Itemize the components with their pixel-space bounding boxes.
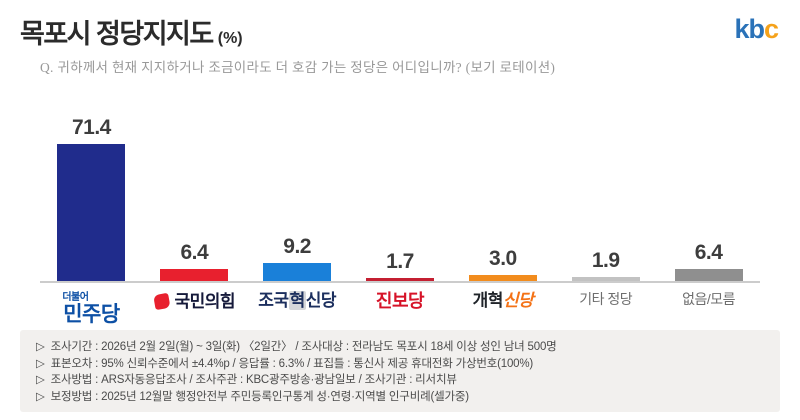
category-label-cell: 개혁신당 xyxy=(451,291,554,326)
chart-plot-area: 71.4 6.4 9.2 1.7 3.0 1.9 6.4 xyxy=(40,100,760,283)
category-label-cell: 진보당 xyxy=(349,291,452,326)
party-label: 진보당 xyxy=(375,291,425,312)
methodology-text: 조사기간 : 2026년 2월 2일(월) ~ 3일(화) 〈2일간〉 / 조사… xyxy=(50,341,557,353)
party-label-text: 민주당 xyxy=(63,303,120,326)
kbc-logo: kbc xyxy=(734,12,779,44)
title-unit: (%) xyxy=(217,30,243,47)
title-text: 목포시 정당지지도 xyxy=(20,19,214,49)
party-label: 조국혁신당 xyxy=(258,291,337,311)
triangle-bullet-icon: ▷ xyxy=(36,341,45,353)
bar-value-label: 71.4 xyxy=(71,116,111,139)
bar-column: 9.2 xyxy=(246,235,349,281)
bar-column: 6.4 xyxy=(143,241,246,281)
bar-column: 1.7 xyxy=(349,250,452,281)
bar xyxy=(366,278,434,281)
party-label-text: 신당 xyxy=(305,291,337,310)
logo-letter: b xyxy=(748,14,764,44)
triangle-bullet-icon: ▷ xyxy=(36,374,45,386)
methodology-line: ▷ 조사기간 : 2026년 2월 2일(월) ~ 3일(화) 〈2일간〉 / 조… xyxy=(36,339,764,356)
party-label: 기타 정당 xyxy=(579,291,633,307)
triangle-bullet-icon: ▷ xyxy=(36,357,45,370)
party-label: 더불어 민주당 xyxy=(62,292,120,326)
party-label-text: 진보당 xyxy=(375,291,425,311)
party-label-text: 개혁 xyxy=(472,291,504,310)
party-pre-label: 더불어 xyxy=(62,292,89,303)
bar xyxy=(468,275,537,281)
category-labels-row: 더불어 민주당 국민의힘 조국혁신당 진보당 개혁신당 기타 정당 없음/모름 xyxy=(40,291,760,326)
bar xyxy=(263,263,332,281)
bar-value-label: 6.4 xyxy=(180,241,209,264)
bar xyxy=(571,277,640,281)
bar xyxy=(160,269,229,281)
party-label-text: 조국 xyxy=(258,291,289,310)
bar-column: 3.0 xyxy=(451,247,554,281)
methodology-text: 보정방법 : 2025년 12월말 행정안전부 주민등록인구통계 성·연령·지역… xyxy=(50,390,469,403)
bar-value-label: 9.2 xyxy=(283,235,311,258)
methodology-text: 조사방법 : ARS자동응답조사 / 조사주관 : KBC광주방송·광남일보 /… xyxy=(50,374,457,386)
bar-chart: 71.4 6.4 9.2 1.7 3.0 1.9 6.4 더불어 민주당 국민의힘 조국혁신당 진보… xyxy=(40,100,760,326)
party-label-text: 신당 xyxy=(502,291,534,310)
category-label-cell: 더불어 민주당 xyxy=(40,292,143,326)
page-title: 목포시 정당지지도 (%) xyxy=(20,12,243,51)
bar-column: 71.4 xyxy=(40,116,143,281)
header: 목포시 정당지지도 (%) kbc xyxy=(20,12,779,51)
ppp-logo-icon xyxy=(152,292,171,311)
bar xyxy=(57,144,126,281)
category-label-cell: 국민의힘 xyxy=(143,292,246,326)
bar-value-label: 1.9 xyxy=(591,249,620,272)
party-label-text: 없음/모름 xyxy=(682,291,736,307)
logo-letter: c xyxy=(763,14,779,44)
party-label: 없음/모름 xyxy=(682,291,736,307)
bar-column: 6.4 xyxy=(657,241,760,281)
category-label-cell: 조국혁신당 xyxy=(246,291,349,326)
triangle-bullet-icon: ▷ xyxy=(36,390,45,403)
logo-letter: k xyxy=(734,14,749,44)
party-label: 개혁신당 xyxy=(472,291,534,311)
methodology-text: 표본오차 : 95% 신뢰수준에서 ±4.4%p / 응답률 : 6.3% / … xyxy=(50,357,534,370)
party-label: 국민의힘 xyxy=(152,292,236,312)
bar-value-label: 6.4 xyxy=(694,241,723,264)
bar-value-label: 3.0 xyxy=(489,247,517,270)
category-label-cell: 기타 정당 xyxy=(554,291,657,326)
bar-value-label: 1.7 xyxy=(386,250,414,273)
survey-question: Q. 귀하께서 현재 지지하거나 조금이라도 더 호감 가는 정당은 어디입니까… xyxy=(40,60,556,75)
methodology-line: ▷ 조사방법 : ARS자동응답조사 / 조사주관 : KBC광주방송·광남일보 … xyxy=(36,372,764,389)
party-label-text: 혁 xyxy=(288,291,306,310)
party-label-text: 국민의힘 xyxy=(174,292,236,311)
bar-column: 1.9 xyxy=(554,249,657,281)
methodology-note: ▷ 조사기간 : 2026년 2월 2일(월) ~ 3일(화) 〈2일간〉 / 조… xyxy=(20,330,780,412)
methodology-line: ▷ 표본오차 : 95% 신뢰수준에서 ±4.4%p / 응답률 : 6.3% /… xyxy=(36,356,764,373)
methodology-line: ▷ 보정방법 : 2025년 12월말 행정안전부 주민등록인구통계 성·연령·지… xyxy=(36,389,764,406)
category-label-cell: 없음/모름 xyxy=(657,291,760,326)
bar xyxy=(674,269,743,281)
party-label-text: 기타 정당 xyxy=(579,291,633,307)
